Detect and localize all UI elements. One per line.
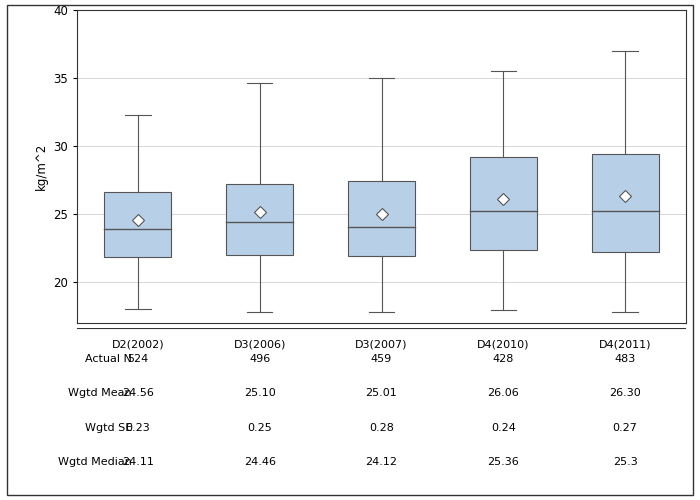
Text: 25.10: 25.10 — [244, 388, 276, 398]
Text: D3(2006): D3(2006) — [234, 340, 286, 350]
Text: 25.3: 25.3 — [612, 457, 638, 467]
Bar — [348, 181, 415, 256]
Text: D4(2010): D4(2010) — [477, 340, 529, 350]
Text: 496: 496 — [249, 354, 270, 364]
Text: 24.46: 24.46 — [244, 457, 276, 467]
Text: 524: 524 — [127, 354, 148, 364]
Text: 26.06: 26.06 — [487, 388, 519, 398]
Y-axis label: kg/m^2: kg/m^2 — [34, 142, 48, 190]
Text: 25.01: 25.01 — [365, 388, 398, 398]
Bar — [470, 156, 537, 250]
Text: D3(2007): D3(2007) — [355, 340, 407, 350]
Text: 26.30: 26.30 — [609, 388, 641, 398]
Text: 0.25: 0.25 — [247, 422, 272, 432]
Text: 0.23: 0.23 — [125, 422, 150, 432]
Text: 24.56: 24.56 — [122, 388, 154, 398]
Text: 459: 459 — [371, 354, 392, 364]
Text: 0.24: 0.24 — [491, 422, 516, 432]
Text: Wgtd SE: Wgtd SE — [85, 422, 132, 432]
Text: D4(2011): D4(2011) — [599, 340, 651, 350]
Text: 0.28: 0.28 — [369, 422, 394, 432]
Bar — [104, 192, 172, 258]
Text: 24.12: 24.12 — [365, 457, 398, 467]
Text: Wgtd Mean: Wgtd Mean — [68, 388, 132, 398]
Text: 24.11: 24.11 — [122, 457, 154, 467]
Text: 483: 483 — [615, 354, 636, 364]
Text: 25.36: 25.36 — [487, 457, 519, 467]
Bar — [592, 154, 659, 252]
Text: Wgtd Median: Wgtd Median — [58, 457, 132, 467]
Text: Actual N: Actual N — [85, 354, 132, 364]
Text: 428: 428 — [493, 354, 514, 364]
Text: 0.27: 0.27 — [612, 422, 638, 432]
Bar — [226, 184, 293, 254]
Text: D2(2002): D2(2002) — [111, 340, 164, 350]
